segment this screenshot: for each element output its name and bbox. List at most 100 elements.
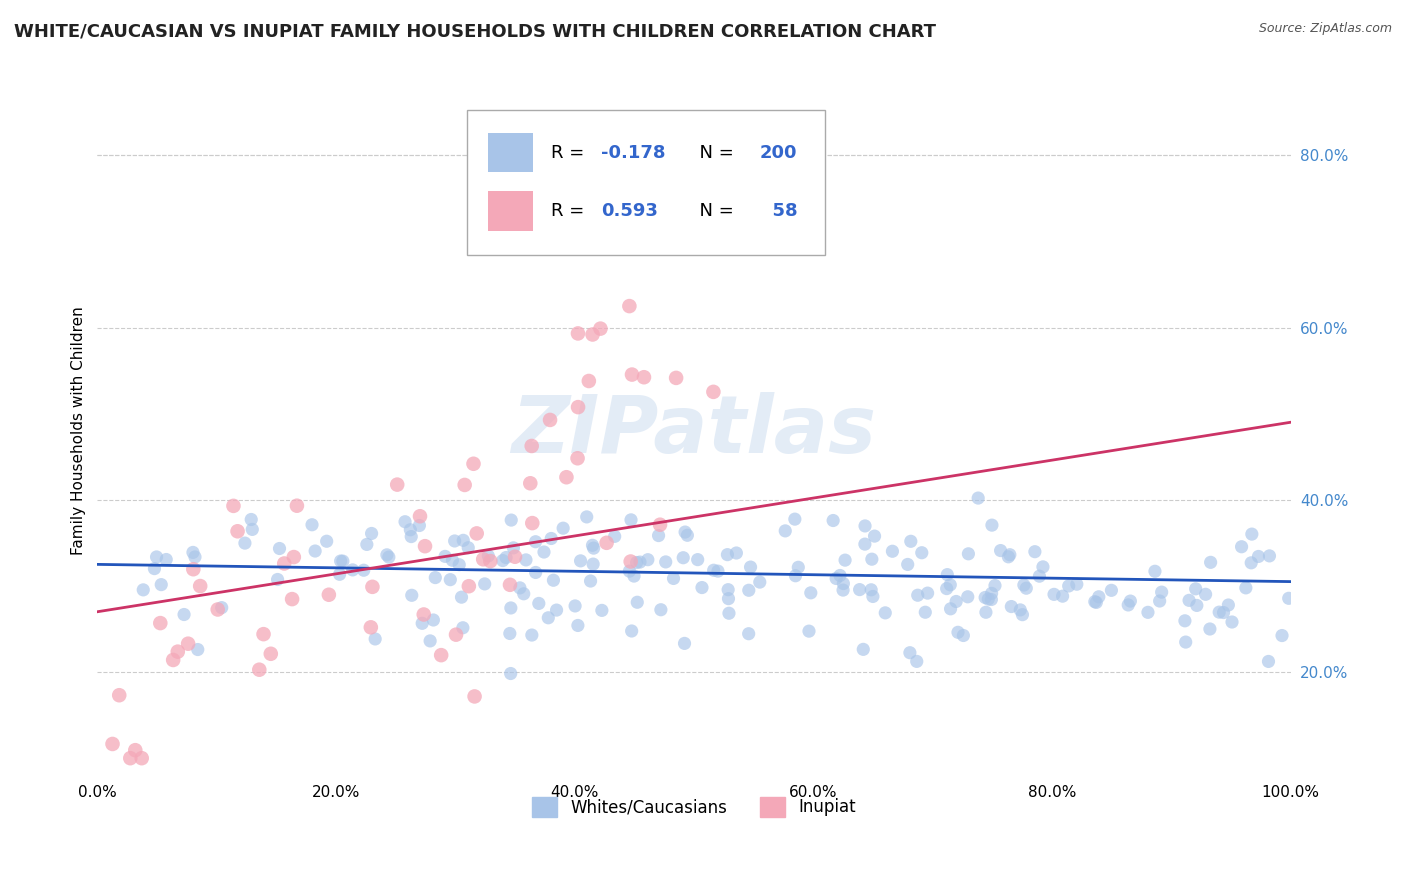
Point (939, 578, 962, 592)
Point (1278, 591, 1301, 606)
Point (860, 582, 883, 597)
Text: Source: ZipAtlas.com: Source: ZipAtlas.com (1258, 22, 1392, 36)
Point (1174, 614, 1197, 628)
Point (495, 550, 517, 565)
Text: WHITE/CAUCASIAN VS INUPIAT FAMILY HOUSEHOLDS WITH CHILDREN CORRELATION CHART: WHITE/CAUCASIAN VS INUPIAT FAMILY HOUSEH… (14, 22, 936, 40)
Point (620, 513, 643, 527)
Point (823, 514, 845, 528)
Point (905, 654, 928, 668)
Point (783, 512, 806, 526)
Point (1028, 569, 1050, 583)
Point (501, 513, 523, 527)
Point (509, 581, 531, 595)
Point (184, 549, 207, 564)
Point (499, 666, 522, 681)
Point (451, 533, 474, 548)
Point (690, 581, 713, 595)
Point (564, 599, 586, 613)
Point (207, 602, 229, 616)
Point (132, 582, 155, 597)
Point (472, 552, 495, 566)
Point (457, 579, 479, 593)
Point (1184, 582, 1206, 596)
Point (828, 568, 851, 582)
Point (527, 596, 550, 610)
Point (441, 553, 464, 567)
Point (648, 517, 671, 532)
Point (375, 548, 398, 562)
Point (939, 602, 962, 616)
Point (378, 550, 401, 565)
Point (582, 557, 605, 571)
Point (619, 564, 641, 578)
Point (260, 647, 283, 661)
Point (647, 528, 669, 542)
Point (591, 603, 613, 617)
Point (907, 588, 929, 602)
Point (408, 518, 430, 533)
Point (977, 592, 1000, 607)
Point (520, 439, 543, 453)
Point (676, 528, 699, 542)
Point (124, 743, 146, 757)
Point (1032, 560, 1054, 574)
Point (177, 637, 200, 651)
Point (226, 524, 249, 539)
Point (512, 587, 534, 601)
Point (620, 624, 643, 638)
Point (672, 550, 695, 565)
Point (650, 603, 672, 617)
Point (773, 524, 796, 538)
Point (654, 555, 676, 569)
Point (444, 628, 467, 642)
Point (266, 573, 288, 587)
Point (546, 603, 568, 617)
Point (360, 526, 382, 541)
Point (356, 537, 378, 551)
Point (935, 582, 957, 596)
Point (449, 558, 471, 572)
Point (1143, 564, 1166, 578)
Point (173, 607, 195, 622)
Point (917, 586, 939, 600)
Point (361, 580, 384, 594)
Point (360, 620, 382, 634)
Point (430, 648, 453, 662)
Point (1136, 605, 1159, 619)
Point (1024, 544, 1046, 558)
Point (567, 451, 589, 466)
Point (499, 626, 522, 640)
Point (1234, 581, 1257, 595)
Point (717, 606, 740, 620)
Text: N =: N = (688, 144, 740, 161)
Point (860, 552, 883, 566)
Point (181, 545, 204, 559)
Point (1185, 599, 1208, 613)
Point (1119, 594, 1142, 608)
Point (364, 632, 387, 646)
Point (283, 550, 305, 565)
Point (662, 571, 685, 585)
Point (897, 558, 920, 572)
Point (582, 541, 605, 555)
Point (434, 549, 457, 564)
Point (101, 737, 124, 751)
Point (1010, 603, 1032, 617)
Point (149, 616, 172, 631)
Point (465, 526, 488, 541)
Point (980, 592, 1002, 607)
Point (626, 556, 648, 570)
Point (665, 371, 688, 385)
Point (623, 569, 645, 583)
Point (1012, 578, 1035, 592)
Point (450, 590, 472, 604)
Point (451, 621, 474, 635)
Point (980, 518, 1002, 533)
Point (825, 572, 848, 586)
Point (332, 554, 354, 568)
Point (413, 539, 436, 553)
Text: N =: N = (688, 202, 740, 220)
Point (329, 554, 352, 568)
Point (394, 515, 416, 529)
Point (852, 642, 875, 657)
